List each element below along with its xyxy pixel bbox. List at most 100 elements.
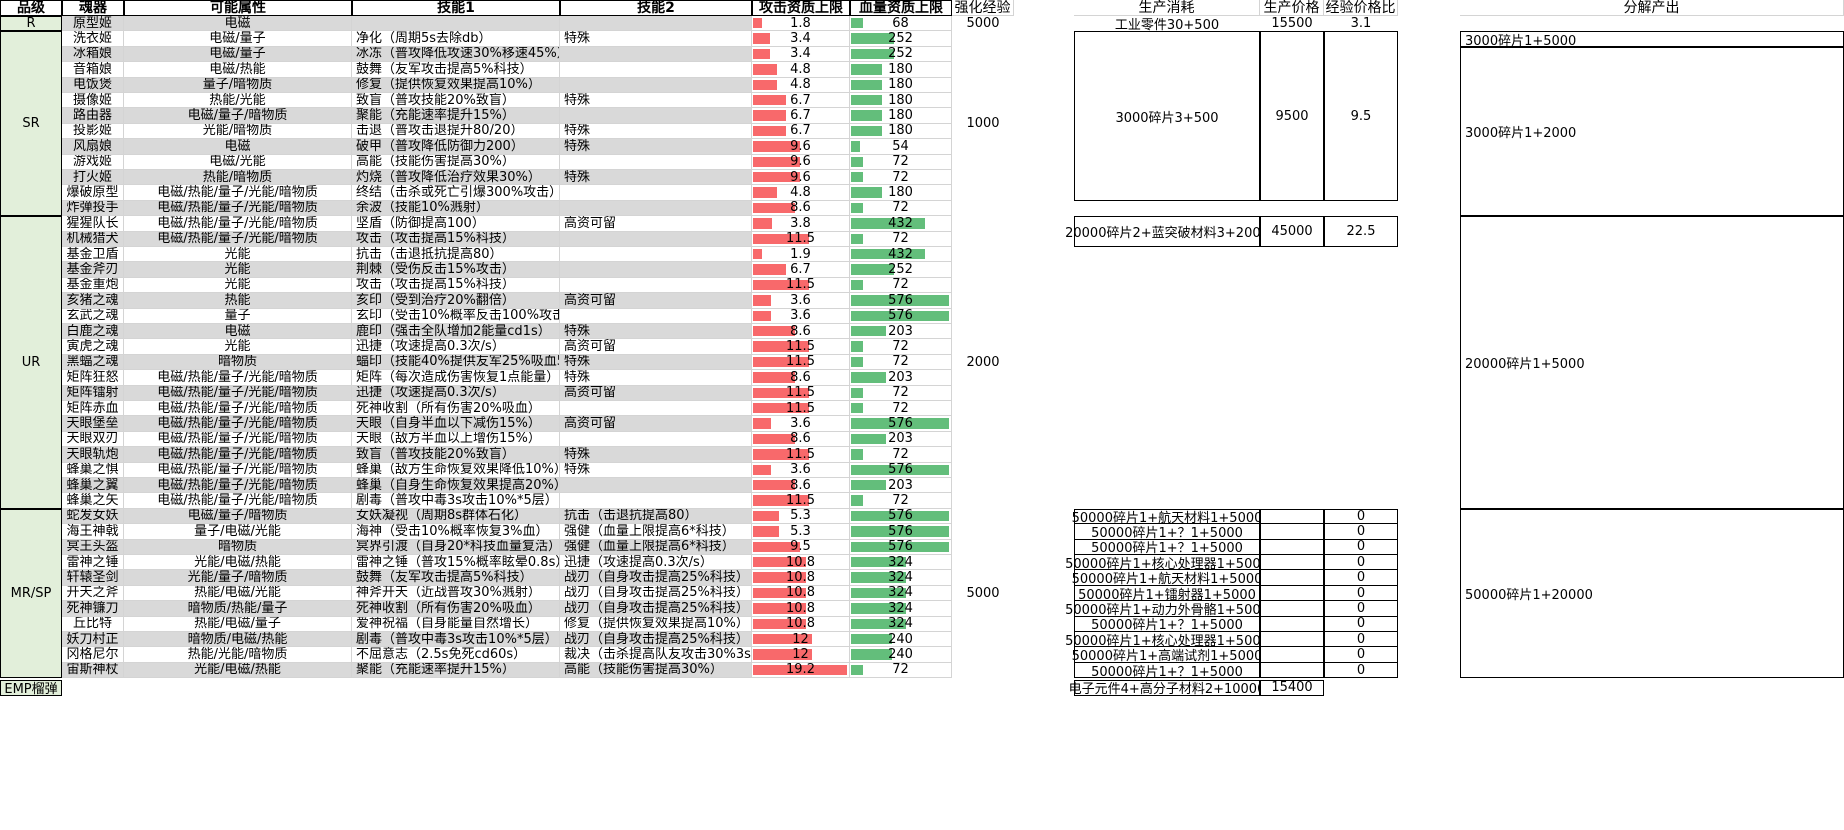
- soul-name[interactable]: 丘比特: [62, 616, 124, 632]
- attribute[interactable]: 电磁/量子: [124, 46, 352, 63]
- skill2[interactable]: 特殊: [560, 170, 752, 186]
- atk-cell[interactable]: 11.5: [752, 231, 850, 247]
- atk-cell[interactable]: 11.5: [752, 277, 850, 294]
- soul-name[interactable]: 黑蝠之魂: [62, 354, 124, 371]
- soul-name[interactable]: 爆破原型: [62, 185, 124, 201]
- atk-cell[interactable]: 19.2: [752, 662, 850, 679]
- skill1[interactable]: 天眼（敌方半血以上增伤15%）: [352, 431, 560, 448]
- hp-cell[interactable]: 180: [850, 123, 952, 140]
- skill1[interactable]: 天眼（自身半血以下减伤15%）: [352, 416, 560, 432]
- soul-name[interactable]: 蜂巢之翼: [62, 478, 124, 494]
- soul-name[interactable]: 寅虎之魂: [62, 339, 124, 355]
- skill1[interactable]: 高能（技能伤害提高30%）: [352, 154, 560, 170]
- header-atk[interactable]: 攻击资质上限: [752, 0, 850, 16]
- atk-cell[interactable]: 4.8: [752, 77, 850, 93]
- attribute[interactable]: 电磁/热能/量子/光能/暗物质: [124, 370, 352, 386]
- hp-cell[interactable]: 252: [850, 31, 952, 47]
- atk-cell[interactable]: 10.8: [752, 601, 850, 617]
- attribute[interactable]: 电磁: [124, 16, 352, 32]
- attribute[interactable]: 电磁/量子/暗物质: [124, 508, 352, 525]
- skill2[interactable]: 高能（技能伤害提高30%）: [560, 662, 752, 679]
- skill1[interactable]: 鼓舞（友军攻击提高5%科技）: [352, 62, 560, 78]
- soul-name[interactable]: 雷神之锤: [62, 555, 124, 571]
- attribute[interactable]: 量子/电磁/光能: [124, 524, 352, 540]
- attribute[interactable]: 电磁/量子/暗物质: [124, 108, 352, 124]
- soul-name[interactable]: 矩阵镭射: [62, 385, 124, 401]
- attribute[interactable]: 光能/暗物质: [124, 123, 352, 140]
- skill2[interactable]: 特殊: [560, 370, 752, 386]
- atk-cell[interactable]: 3.8: [752, 216, 850, 232]
- skill1[interactable]: 余波（技能10%溅射）: [352, 200, 560, 217]
- hp-cell[interactable]: 252: [850, 46, 952, 63]
- skill1[interactable]: 致盲（普攻技能20%致盲）: [352, 447, 560, 463]
- attribute[interactable]: 暗物质: [124, 354, 352, 371]
- skill1[interactable]: 坚盾（防御提高100）: [352, 216, 560, 232]
- attribute[interactable]: 暗物质/热能/量子: [124, 601, 352, 617]
- skill1[interactable]: 终结（击杀或死亡引爆300%攻击）: [352, 185, 560, 201]
- skill1[interactable]: 冰冻（普攻降低攻速30%移速45%）: [352, 46, 560, 63]
- attribute[interactable]: 电磁/热能/量子/光能/暗物质: [124, 200, 352, 217]
- skill1[interactable]: 海神（受击10%概率恢复3%血）: [352, 524, 560, 540]
- atk-cell[interactable]: 6.7: [752, 108, 850, 124]
- skill2[interactable]: 特殊: [560, 93, 752, 109]
- attribute[interactable]: 暗物质/电磁/热能: [124, 632, 352, 648]
- soul-name[interactable]: 玄武之魂: [62, 308, 124, 324]
- skill1[interactable]: 矩阵（每次造成伤害恢复1点能量）: [352, 370, 560, 386]
- hp-cell[interactable]: 203: [850, 324, 952, 340]
- atk-cell[interactable]: 8.6: [752, 324, 850, 340]
- skill1[interactable]: 击退（普攻击退提升80/20）: [352, 123, 560, 140]
- soul-name[interactable]: 蜂巢之矢: [62, 493, 124, 509]
- skill1[interactable]: 死神收割（所有伤害20%吸血）: [352, 601, 560, 617]
- attribute[interactable]: 电磁/热能/量子/光能/暗物质: [124, 185, 352, 201]
- atk-cell[interactable]: 9.6: [752, 170, 850, 186]
- atk-cell[interactable]: 12: [752, 632, 850, 648]
- skill2[interactable]: 高资可留: [560, 216, 752, 232]
- skill2[interactable]: [560, 493, 752, 509]
- attribute[interactable]: 电磁/热能/量子/光能/暗物质: [124, 216, 352, 232]
- soul-name[interactable]: 炸弹投手: [62, 200, 124, 217]
- attribute[interactable]: 热能/光能: [124, 93, 352, 109]
- skill2[interactable]: 特殊: [560, 462, 752, 478]
- soul-name[interactable]: 亥猪之魂: [62, 293, 124, 309]
- skill2[interactable]: [560, 478, 752, 494]
- atk-cell[interactable]: 3.6: [752, 293, 850, 309]
- soul-name[interactable]: 路由器: [62, 108, 124, 124]
- header-soul[interactable]: 魂器: [62, 0, 124, 16]
- hp-cell[interactable]: 576: [850, 508, 952, 525]
- soul-name[interactable]: 冈格尼尔: [62, 647, 124, 663]
- attribute[interactable]: 光能/电磁/热能: [124, 555, 352, 571]
- hp-cell[interactable]: 180: [850, 77, 952, 93]
- skill2[interactable]: [560, 62, 752, 78]
- atk-cell[interactable]: 10.8: [752, 570, 850, 586]
- hp-cell[interactable]: 72: [850, 493, 952, 509]
- hp-cell[interactable]: 203: [850, 370, 952, 386]
- attribute[interactable]: 量子: [124, 308, 352, 324]
- skill1[interactable]: 聚能（充能速率提升15%）: [352, 108, 560, 124]
- hp-cell[interactable]: 324: [850, 555, 952, 571]
- skill2[interactable]: 修复（提供恢复效果提高10%）: [560, 616, 752, 632]
- hp-cell[interactable]: 576: [850, 462, 952, 478]
- soul-name[interactable]: 矩阵狂怒: [62, 370, 124, 386]
- attribute[interactable]: 光能: [124, 277, 352, 294]
- skill2[interactable]: 战刃（自身攻击提高25%科技）: [560, 570, 752, 586]
- hp-cell[interactable]: 72: [850, 385, 952, 401]
- atk-cell[interactable]: 1.8: [752, 16, 850, 32]
- hp-cell[interactable]: 180: [850, 185, 952, 201]
- soul-name[interactable]: 基金重炮: [62, 277, 124, 294]
- skill2[interactable]: 战刃（自身攻击提高25%科技）: [560, 585, 752, 602]
- hp-cell[interactable]: 576: [850, 308, 952, 324]
- attribute[interactable]: 电磁/热能/量子/光能/暗物质: [124, 478, 352, 494]
- skill2[interactable]: [560, 231, 752, 247]
- hp-cell[interactable]: 72: [850, 447, 952, 463]
- atk-cell[interactable]: 6.7: [752, 93, 850, 109]
- attribute[interactable]: 光能: [124, 339, 352, 355]
- skill2[interactable]: 特殊: [560, 354, 752, 371]
- skill1[interactable]: 修复（提供恢复效果提高10%）: [352, 77, 560, 93]
- skill2[interactable]: [560, 247, 752, 263]
- skill2[interactable]: [560, 431, 752, 448]
- soul-name[interactable]: 宙斯神杖: [62, 662, 124, 679]
- attribute[interactable]: 暗物质: [124, 539, 352, 555]
- skill1[interactable]: 净化（周期5s去除db）: [352, 31, 560, 47]
- hp-cell[interactable]: 324: [850, 601, 952, 617]
- skill2[interactable]: 迅捷（攻速提高0.3次/s）: [560, 555, 752, 571]
